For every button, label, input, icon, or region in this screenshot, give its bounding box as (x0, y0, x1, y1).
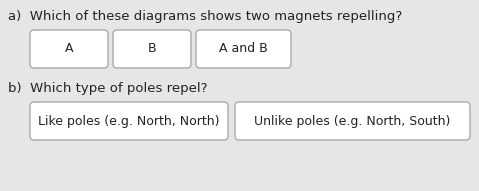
FancyBboxPatch shape (235, 102, 470, 140)
Text: B: B (148, 43, 156, 56)
FancyBboxPatch shape (113, 30, 191, 68)
Text: b)  Which type of poles repel?: b) Which type of poles repel? (8, 82, 207, 95)
FancyBboxPatch shape (30, 30, 108, 68)
FancyBboxPatch shape (196, 30, 291, 68)
Text: Unlike poles (e.g. North, South): Unlike poles (e.g. North, South) (254, 114, 451, 128)
Text: a)  Which of these diagrams shows two magnets repelling?: a) Which of these diagrams shows two mag… (8, 10, 402, 23)
Text: Like poles (e.g. North, North): Like poles (e.g. North, North) (38, 114, 220, 128)
Text: A: A (65, 43, 73, 56)
Text: A and B: A and B (219, 43, 268, 56)
FancyBboxPatch shape (30, 102, 228, 140)
